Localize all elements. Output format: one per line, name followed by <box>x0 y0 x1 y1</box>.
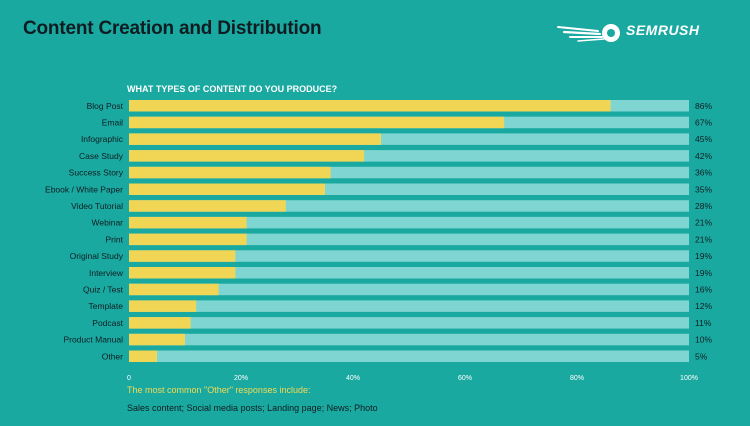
bar-track <box>129 333 689 346</box>
bar <box>129 300 197 312</box>
value-label: 35% <box>695 184 712 194</box>
brand-name: SEMRUSH <box>626 22 700 38</box>
category-label: Blog Post <box>87 101 124 111</box>
category-label: Quiz / Test <box>83 284 124 294</box>
bar-track <box>129 283 689 296</box>
x-tick-label: 20% <box>234 375 248 382</box>
value-label: 86% <box>695 101 712 111</box>
bar <box>129 166 331 179</box>
category-label: Other <box>102 351 123 361</box>
category-label: Case Study <box>79 151 124 161</box>
category-label: Success Story <box>69 168 124 178</box>
bar <box>129 333 185 346</box>
x-tick-label: 100% <box>680 375 698 382</box>
bar <box>129 350 157 362</box>
value-label: 11% <box>695 318 712 328</box>
value-label: 10% <box>695 335 712 345</box>
bar <box>129 317 191 329</box>
value-label: 36% <box>695 168 712 178</box>
bar <box>129 100 611 112</box>
category-label: Original Study <box>70 251 124 261</box>
page-title: Content Creation and Distribution <box>23 18 322 39</box>
bar-track <box>129 267 689 279</box>
x-tick-label: 60% <box>458 375 472 382</box>
category-label: Print <box>106 234 124 244</box>
value-label: 42% <box>695 151 712 161</box>
value-label: 5% <box>695 351 708 361</box>
bar-track <box>129 183 689 195</box>
category-label: Template <box>89 301 124 311</box>
value-label: 16% <box>695 284 712 294</box>
bar <box>129 133 381 145</box>
x-tick-label: 80% <box>570 375 584 382</box>
bar-track <box>129 300 689 312</box>
bar-track <box>129 317 689 329</box>
bar <box>129 267 236 279</box>
category-label: Interview <box>89 268 124 278</box>
bar-track <box>129 200 689 212</box>
value-label: 67% <box>695 117 712 127</box>
bar-track <box>129 350 689 362</box>
bar <box>129 250 236 262</box>
category-label: Webinar <box>92 218 124 228</box>
value-label: 28% <box>695 201 712 211</box>
value-label: 19% <box>695 268 712 278</box>
chart-title: WHAT TYPES OF CONTENT DO YOU PRODUCE? <box>127 84 337 94</box>
bar-track <box>129 166 689 179</box>
category-label: Infographic <box>81 134 124 144</box>
bar-track <box>129 150 689 162</box>
bar-track <box>129 133 689 145</box>
bar <box>129 183 325 195</box>
bar <box>129 283 219 296</box>
x-tick-label: 40% <box>346 375 360 382</box>
category-label: Product Manual <box>63 335 123 345</box>
bar <box>129 150 365 162</box>
value-label: 12% <box>695 301 712 311</box>
category-label: Podcast <box>92 318 123 328</box>
value-label: 21% <box>695 234 712 244</box>
x-tick-label: 0 <box>127 375 131 382</box>
bar <box>129 216 247 229</box>
value-label: 19% <box>695 251 712 261</box>
other-responses-note-title: The most common "Other" responses includ… <box>127 385 311 395</box>
value-label: 45% <box>695 134 712 144</box>
bar <box>129 200 286 212</box>
bar <box>129 116 505 129</box>
bar-track <box>129 233 689 246</box>
semrush-logo: SEMRUSH <box>556 19 726 45</box>
category-label: Email <box>102 117 123 127</box>
other-responses-note-body: Sales content; Social media posts; Landi… <box>127 403 378 413</box>
bar <box>129 233 247 246</box>
category-label: Ebook / White Paper <box>45 184 123 194</box>
bar-track <box>129 216 689 229</box>
comet-logo-icon <box>557 24 620 42</box>
bar-track <box>129 250 689 262</box>
category-label: Video Tutorial <box>71 201 123 211</box>
value-label: 21% <box>695 218 712 228</box>
